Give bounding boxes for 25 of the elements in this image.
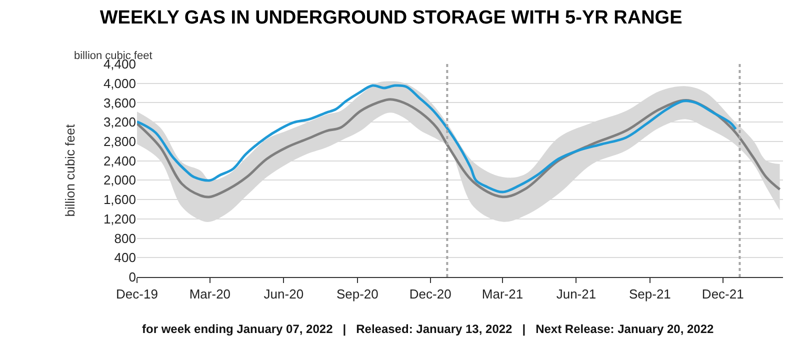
chart-title: WEEKLY GAS IN UNDERGROUND STORAGE WITH 5-YR RANGE [100,8,682,29]
x-tick-label: Jun-20 [264,286,304,302]
y-tick-label: 1,200 [103,211,136,226]
x-tick-label: Mar-20 [189,286,231,302]
line-series [137,98,782,198]
y-tick-label: 2,000 [103,172,136,188]
y-tick-label: 2,400 [103,153,136,168]
x-tick-label: Sep-20 [336,286,378,302]
x-tick-label: Sep-21 [628,286,671,302]
x-tick-label: Jun-21 [556,286,596,302]
y-tick-label: 3,600 [103,95,136,110]
y-tick-label: 2,800 [103,134,136,149]
y-tick-label: 1,600 [103,192,136,208]
x-tick-label: Dec-20 [409,286,452,302]
y-tick-label: 0 [128,270,136,285]
text: for week ending January 07, 2022 | Released: January 13, 2022 | Next Release: January 20, 2022 [142,322,714,336]
y-tick-label: 800 [114,230,136,246]
x-tick-label: Mar-21 [482,286,524,302]
y-tick-label: 400 [114,250,136,266]
x-tick-label: Dec-19 [116,286,158,302]
y-axis-title: billion cubic feet [62,124,78,217]
y-tick-label: 4,000 [103,76,136,91]
x-tick-label: Dec-21 [702,286,744,302]
y-tick-label: 3,200 [103,114,136,130]
line-series [137,84,737,194]
